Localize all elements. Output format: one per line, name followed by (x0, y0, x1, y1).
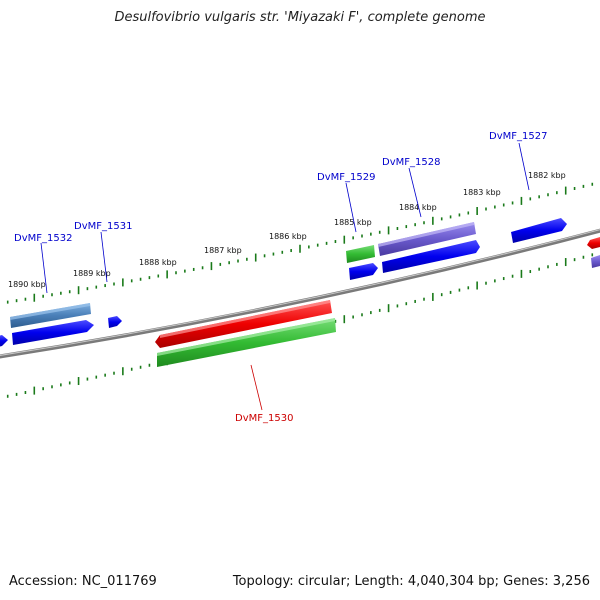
genome-stats: Topology: circular; Length: 4,040,304 bp… (232, 574, 590, 589)
gene-label-DvMF_1529[interactable]: DvMF_1529 (317, 172, 375, 183)
gene-DvMF_1530[interactable] (155, 300, 332, 348)
genome-backbone (0, 228, 600, 359)
gene-DvMF_1532-partner[interactable] (12, 320, 94, 345)
leader-DvMF_1531 (100, 231, 108, 283)
tick-label-1882: 1882 kbp (528, 171, 566, 180)
outer-scale-ring (6, 182, 594, 304)
tick-label-1886: 1886 kbp (269, 232, 307, 241)
genes-value: 3,256 (552, 574, 590, 589)
gene-label-DvMF_1532[interactable]: DvMF_1532 (14, 233, 72, 244)
gene-right-edge-purple[interactable] (591, 255, 600, 268)
gene-DvMF_1530-partner[interactable] (157, 318, 336, 367)
gene-label-DvMF_1531[interactable]: DvMF_1531 (74, 221, 132, 232)
genome-backbone-highlight (0, 229, 600, 356)
gene-DvMF_1529-partner[interactable] (349, 263, 378, 280)
tick-label-1883: 1883 kbp (463, 188, 501, 197)
tick-label-1885: 1885 kbp (334, 218, 372, 227)
leader-DvMF_1530 (250, 364, 263, 411)
gene-DvMF_1527[interactable] (511, 218, 567, 243)
gene-label-DvMF_1527[interactable]: DvMF_1527 (489, 131, 547, 142)
gene-small-blue[interactable] (108, 316, 122, 328)
accession-info: Accession: NC_011769 (9, 574, 157, 589)
leader-DvMF_1528 (408, 167, 422, 218)
gene-DvMF_1532[interactable] (10, 303, 91, 328)
tick-label-1887: 1887 kbp (204, 246, 242, 255)
length-value: 4,040,304 bp (407, 574, 495, 589)
leader-DvMF_1532 (40, 242, 48, 294)
map-title: Desulfovibrio vulgaris str. 'Miyazaki F'… (114, 10, 486, 25)
length-label: Length: (354, 574, 404, 589)
gene-DvMF_1528[interactable] (378, 222, 476, 256)
leader-DvMF_1527 (518, 142, 530, 191)
accession-value: NC_011769 (81, 574, 157, 589)
leader-DvMF_1529 (345, 182, 357, 233)
gene-label-DvMF_1528[interactable]: DvMF_1528 (382, 157, 440, 168)
tick-label-1889: 1889 kbp (73, 269, 111, 278)
topology-label: Topology: (232, 574, 294, 589)
gene-DvMF_1529[interactable] (346, 245, 375, 263)
gene-DvMF_1528-partner[interactable] (382, 240, 480, 273)
genes-label: Genes: (503, 574, 549, 589)
tick-label-1884: 1884 kbp (399, 203, 437, 212)
tick-label-1888: 1888 kbp (139, 258, 177, 267)
accession-label: Accession: (9, 574, 78, 589)
gene-left-edge[interactable] (0, 335, 8, 347)
gene-right-edge-red[interactable] (587, 237, 600, 249)
topology-value: circular (297, 574, 346, 589)
gene-label-DvMF_1530[interactable]: DvMF_1530 (235, 413, 293, 424)
tick-label-1890: 1890 kbp (8, 280, 46, 289)
